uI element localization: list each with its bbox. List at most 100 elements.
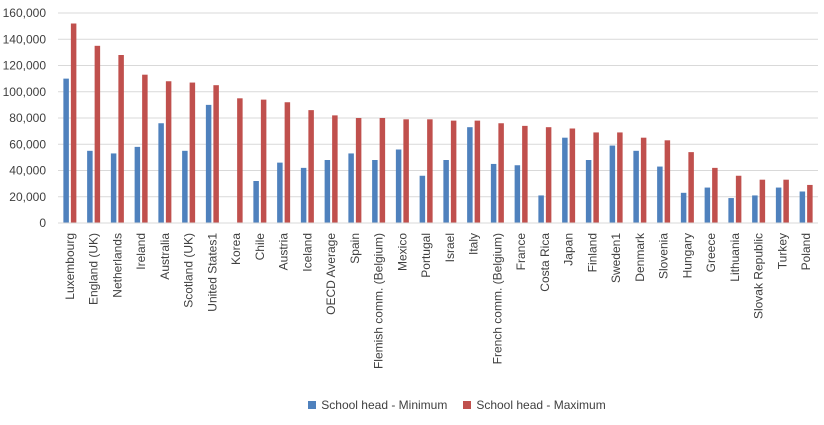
- x-tick-label: Portugal: [419, 233, 433, 278]
- bar-minimum: [277, 162, 283, 223]
- bar-maximum: [94, 45, 101, 223]
- bar-maximum: [213, 85, 219, 223]
- y-axis-tick-labels: 0 20,000 40,000 60,000 80,000 100,000 120,000 1…: [3, 6, 47, 230]
- bar-maximum: [165, 81, 172, 223]
- x-tick-label: France: [514, 233, 528, 271]
- x-tick-label: United States1: [205, 233, 219, 312]
- x-axis-category-labels: Luxembourg England (UK) Netherlands Ireland…: [63, 232, 813, 369]
- bar-maximum: [545, 127, 552, 223]
- bar-minimum: [752, 195, 758, 223]
- x-tick-label: Finland: [585, 233, 599, 272]
- bar-minimum: [419, 175, 426, 223]
- x-tick-label: Greece: [704, 233, 718, 273]
- legend-swatch-minimum: [308, 401, 317, 409]
- x-tick-label: Scotland (UK): [182, 233, 196, 308]
- bar-minimum: [205, 104, 212, 223]
- x-tick-label: OECD Average: [324, 233, 338, 315]
- x-tick-label: Mexico: [395, 233, 409, 271]
- bar-minimum: [443, 160, 449, 223]
- bar-maximum: [617, 132, 623, 223]
- legend-item-maximum: School head - Maximum: [463, 398, 606, 412]
- bar-minimum: [300, 167, 307, 223]
- x-tick-label: Sweden1: [609, 233, 623, 283]
- bar-maximum: [688, 152, 694, 223]
- legend-item-minimum: School head - Minimum: [308, 398, 447, 412]
- x-tick-label: Costa Rica: [538, 233, 552, 292]
- x-tick-label: Spain: [348, 233, 362, 264]
- y-tick-label: 20,000: [9, 190, 46, 204]
- legend-label-maximum: School head - Maximum: [476, 398, 606, 412]
- bar-minimum: [585, 160, 592, 223]
- bar-maximum: [237, 98, 243, 223]
- bar-minimum: [799, 191, 806, 223]
- legend: School head - Minimum School head - Maxi…: [0, 398, 824, 412]
- bar-maximum: [260, 99, 267, 223]
- bar-maximum: [783, 179, 789, 223]
- x-tick-label: England (UK): [87, 233, 101, 305]
- bar-minimum: [372, 160, 378, 223]
- bar-maximum: [498, 123, 504, 223]
- bar-maximum: [450, 120, 457, 223]
- x-tick-label: Iceland: [300, 233, 314, 272]
- legend-swatch-maximum: [463, 401, 472, 409]
- bar-minimum: [63, 78, 69, 223]
- bar-minimum: [110, 153, 117, 223]
- bar-maximum: [427, 119, 433, 223]
- bar-maximum: [379, 118, 386, 223]
- bar-minimum: [609, 145, 616, 223]
- x-tick-label: Israel: [443, 233, 457, 262]
- bar-maximum: [403, 119, 409, 223]
- bar-minimum: [87, 150, 93, 223]
- bar-maximum: [70, 23, 77, 223]
- x-tick-label: Hungary: [680, 233, 694, 278]
- bar-minimum: [253, 181, 259, 223]
- bar-maximum: [593, 132, 599, 223]
- bar-minimum: [490, 163, 497, 223]
- x-tick-label: Slovenia: [657, 233, 671, 279]
- y-tick-label: 40,000: [9, 164, 46, 178]
- bar-maximum: [474, 120, 481, 223]
- bar-minimum: [775, 187, 782, 223]
- bar-minimum: [158, 123, 164, 223]
- bar-minimum: [657, 166, 663, 223]
- bar-minimum: [514, 165, 521, 223]
- bar-maximum: [308, 110, 314, 223]
- y-tick-label: 120,000: [3, 59, 47, 73]
- x-tick-label: Italy: [467, 233, 481, 255]
- bar-maximum: [664, 140, 671, 223]
- bar-maximum: [712, 167, 718, 223]
- bar-minimum: [562, 137, 568, 223]
- bar-maximum: [640, 137, 647, 223]
- bar-maximum: [284, 102, 291, 223]
- y-tick-label: 100,000: [3, 85, 47, 99]
- bar-maximum: [735, 175, 742, 223]
- bar-maximum: [118, 55, 124, 223]
- bar-maximum: [142, 74, 148, 223]
- x-tick-label: Lithuania: [728, 233, 742, 282]
- bar-minimum: [728, 198, 734, 223]
- x-tick-label: Denmark: [633, 232, 647, 282]
- bar-maximum: [332, 115, 338, 223]
- bar-maximum: [189, 82, 196, 223]
- x-tick-label: Slovak Republic: [752, 233, 766, 319]
- y-tick-label: 80,000: [9, 111, 46, 125]
- bar-minimum: [324, 160, 331, 223]
- bar-maximum: [807, 184, 813, 223]
- x-tick-label: Chile: [253, 233, 267, 261]
- x-tick-label: Japan: [562, 233, 576, 266]
- bar-maximum: [355, 118, 362, 223]
- x-tick-label: Poland: [799, 233, 813, 270]
- x-tick-label: Flemish comm. (Belgium): [372, 233, 386, 369]
- x-tick-label: Ireland: [134, 233, 148, 270]
- bar-maximum: [759, 179, 766, 223]
- bars: [63, 23, 813, 223]
- bar-minimum: [134, 146, 141, 223]
- x-tick-label: Austria: [277, 233, 291, 271]
- bar-minimum: [704, 187, 711, 223]
- bar-minimum: [680, 192, 687, 223]
- y-tick-label: 140,000: [3, 32, 47, 46]
- bar-minimum: [467, 127, 473, 223]
- x-tick-label: Australia: [158, 233, 172, 280]
- bar-minimum: [633, 150, 639, 223]
- legend-label-minimum: School head - Minimum: [321, 398, 448, 412]
